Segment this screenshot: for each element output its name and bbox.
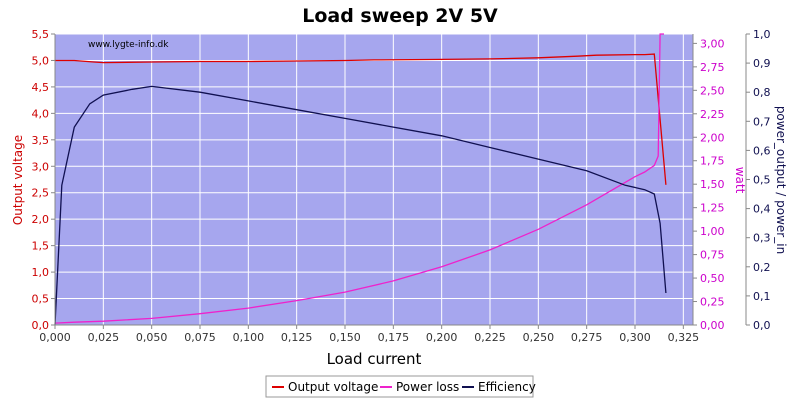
y-right2-tick-label: 0,7 [753, 115, 771, 128]
x-tick-label: 0,275 [571, 331, 603, 344]
y-right1-axis: 0,00 0,25 0,50 0,75 1,00 1,25 1,50 1,75 2,00 2,25… [692, 34, 725, 332]
legend-box [265, 375, 534, 398]
y-right1-tick-label: 0,00 [700, 319, 725, 332]
y-right2-tick-label: 0,0 [753, 319, 771, 332]
y-left-tick-label: 4,0 [32, 107, 50, 120]
y-right1-axis-label: watt [733, 167, 747, 194]
y-right2-tick-label: 0,8 [753, 86, 771, 99]
x-axis-label: Load current [327, 350, 422, 368]
x-tick-label: 0,300 [619, 331, 651, 344]
chart-title: Load sweep 2V 5V [302, 5, 498, 27]
legend-label-power-loss: Power loss [396, 380, 459, 394]
y-right2-tick-label: 0,5 [753, 174, 771, 187]
y-right1-tick-label: 1,00 [700, 225, 725, 238]
y-left-tick-label: 3,0 [32, 160, 50, 173]
plot-area [55, 34, 693, 325]
y-right1-tick-label: 2,25 [700, 108, 725, 121]
series-line-efficiency [54, 85, 667, 326]
x-tick-label: 0,150 [329, 331, 361, 344]
y-right2-tick-label: 0,6 [753, 144, 771, 157]
y-right1-tick-label: 2,75 [700, 61, 725, 74]
x-tick-label: 0,075 [184, 331, 216, 344]
y-right1-tick-label: 2,50 [700, 84, 725, 97]
y-left-tick-label: 0,0 [32, 319, 50, 332]
y-left-tick-label: 1,5 [32, 240, 50, 253]
watermark: www.lygte-info.dk [88, 40, 169, 50]
y-right2-tick-label: 0,9 [753, 57, 771, 70]
y-left-tick-label: 2,5 [32, 187, 50, 200]
y-right1-tick-label: 1,25 [700, 202, 725, 215]
y-right2-axis: 0,0 0,1 0,2 0,3 0,4 0,5 0,6 0,7 0,8 0,9 1,0 [745, 28, 771, 332]
y-left-tick-label: 3,5 [32, 134, 50, 147]
x-tick-label: 0,100 [233, 331, 265, 344]
legend-label-output-voltage: Output voltage [288, 380, 378, 394]
y-right1-tick-label: 1,75 [700, 155, 725, 168]
y-right1-tick-label: 0,25 [700, 296, 725, 309]
x-tick-label: 0,325 [668, 331, 700, 344]
y-left-axis-label: Output voltage [11, 135, 25, 225]
y-right2-axis-label: power_output / power_in [774, 106, 788, 254]
x-tick-label: 0,175 [378, 331, 410, 344]
y-left-tick-label: 4,5 [32, 81, 50, 94]
x-tick-label: 0,200 [426, 331, 458, 344]
x-axis: 0,000 0,025 0,050 0,075 0,100 0,125 0,150 0,175… [39, 324, 700, 344]
x-tick-label: 0,250 [523, 331, 555, 344]
x-tick-label: 0,125 [281, 331, 313, 344]
legend: Output voltage Power loss Efficiency [265, 375, 536, 398]
y-right2-tick-label: 0,3 [753, 232, 771, 245]
y-left-tick-label: 5,5 [32, 28, 50, 41]
legend-label-efficiency: Efficiency [478, 380, 536, 394]
y-right2-tick-label: 0,4 [753, 203, 771, 216]
y-right2-tick-label: 1,0 [753, 28, 771, 41]
x-tick-label: 0,000 [39, 331, 71, 344]
series-line-output-voltage [55, 53, 667, 185]
y-right1-tick-label: 1,50 [700, 178, 725, 191]
y-right1-tick-label: 0,75 [700, 249, 725, 262]
series-line-power-loss [54, 33, 664, 324]
y-left-tick-label: 2,0 [32, 213, 50, 226]
x-tick-label: 0,225 [474, 331, 506, 344]
y-right2-tick-label: 0,1 [753, 290, 771, 303]
y-right2-tick-label: 0,2 [753, 261, 771, 274]
y-left-axis: 0,0 0,5 1,0 1,5 2,0 2,5 3,0 3,5 4,0 4,5 5,0 5,5 [32, 28, 56, 332]
y-left-tick-label: 5,0 [32, 54, 50, 67]
x-tick-label: 0,050 [136, 331, 168, 344]
series-layer [54, 33, 667, 326]
y-right1-tick-label: 0,50 [700, 272, 725, 285]
x-tick-label: 0,025 [88, 331, 120, 344]
y-left-tick-label: 0,5 [32, 293, 50, 306]
y-left-tick-label: 1,0 [32, 266, 50, 279]
y-right1-tick-label: 3,00 [700, 37, 725, 50]
y-right1-tick-label: 2,00 [700, 131, 725, 144]
